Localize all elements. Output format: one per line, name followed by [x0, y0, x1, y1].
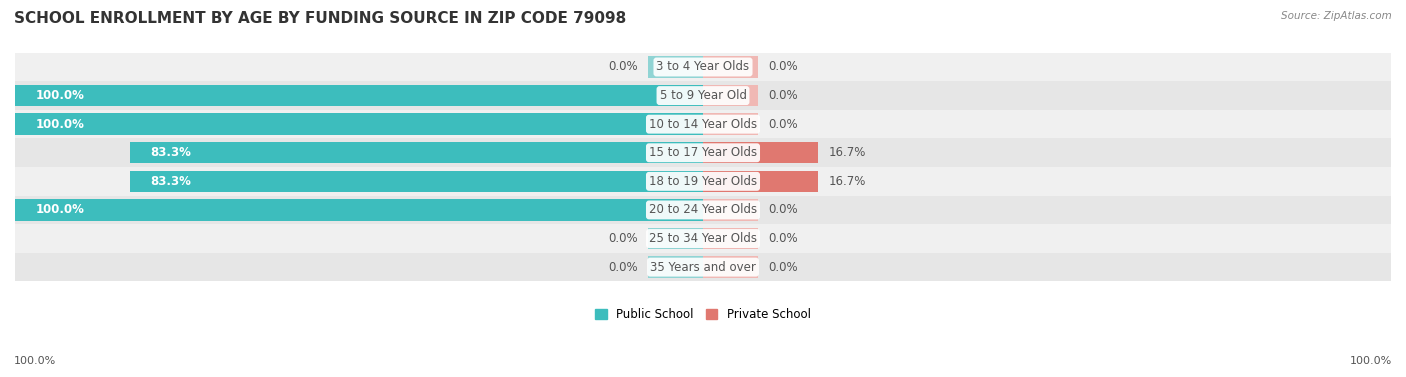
Bar [15, 138, 1391, 167]
Bar [15, 53, 1391, 81]
Text: 83.3%: 83.3% [150, 146, 191, 159]
Text: 18 to 19 Year Olds: 18 to 19 Year Olds [650, 175, 756, 188]
Text: 0.0%: 0.0% [768, 204, 799, 216]
Bar [15, 81, 1391, 110]
Bar [703, 228, 758, 249]
Bar [648, 256, 703, 278]
Text: 5 to 9 Year Old: 5 to 9 Year Old [659, 89, 747, 102]
Text: 100.0%: 100.0% [35, 118, 84, 131]
Bar [703, 85, 758, 106]
Text: 83.3%: 83.3% [150, 175, 191, 188]
Bar [703, 256, 758, 278]
Bar [15, 85, 703, 106]
Bar [703, 199, 758, 221]
Legend: Public School, Private School: Public School, Private School [591, 303, 815, 326]
Bar [15, 113, 703, 135]
Text: 16.7%: 16.7% [828, 146, 866, 159]
Bar [15, 253, 1391, 281]
Text: Source: ZipAtlas.com: Source: ZipAtlas.com [1281, 11, 1392, 21]
Text: 0.0%: 0.0% [607, 60, 638, 74]
Bar [129, 171, 703, 192]
Text: 10 to 14 Year Olds: 10 to 14 Year Olds [650, 118, 756, 131]
Text: 20 to 24 Year Olds: 20 to 24 Year Olds [650, 204, 756, 216]
Bar [129, 142, 703, 164]
Text: SCHOOL ENROLLMENT BY AGE BY FUNDING SOURCE IN ZIP CODE 79098: SCHOOL ENROLLMENT BY AGE BY FUNDING SOUR… [14, 11, 626, 26]
Text: 3 to 4 Year Olds: 3 to 4 Year Olds [657, 60, 749, 74]
Text: 15 to 17 Year Olds: 15 to 17 Year Olds [650, 146, 756, 159]
Bar [703, 142, 818, 164]
Text: 35 Years and over: 35 Years and over [650, 261, 756, 274]
Bar [703, 56, 758, 78]
Text: 100.0%: 100.0% [35, 204, 84, 216]
Bar [15, 199, 703, 221]
Text: 0.0%: 0.0% [768, 232, 799, 245]
Text: 16.7%: 16.7% [828, 175, 866, 188]
Text: 0.0%: 0.0% [768, 60, 799, 74]
Text: 25 to 34 Year Olds: 25 to 34 Year Olds [650, 232, 756, 245]
Text: 0.0%: 0.0% [607, 232, 638, 245]
Text: 100.0%: 100.0% [1350, 356, 1392, 366]
Text: 100.0%: 100.0% [35, 89, 84, 102]
Bar [15, 167, 1391, 196]
Bar [648, 228, 703, 249]
Text: 0.0%: 0.0% [768, 89, 799, 102]
Bar [15, 224, 1391, 253]
Bar [648, 56, 703, 78]
Text: 100.0%: 100.0% [14, 356, 56, 366]
Bar [15, 110, 1391, 138]
Bar [15, 196, 1391, 224]
Bar [703, 113, 758, 135]
Text: 0.0%: 0.0% [607, 261, 638, 274]
Text: 0.0%: 0.0% [768, 261, 799, 274]
Text: 0.0%: 0.0% [768, 118, 799, 131]
Bar [703, 171, 818, 192]
